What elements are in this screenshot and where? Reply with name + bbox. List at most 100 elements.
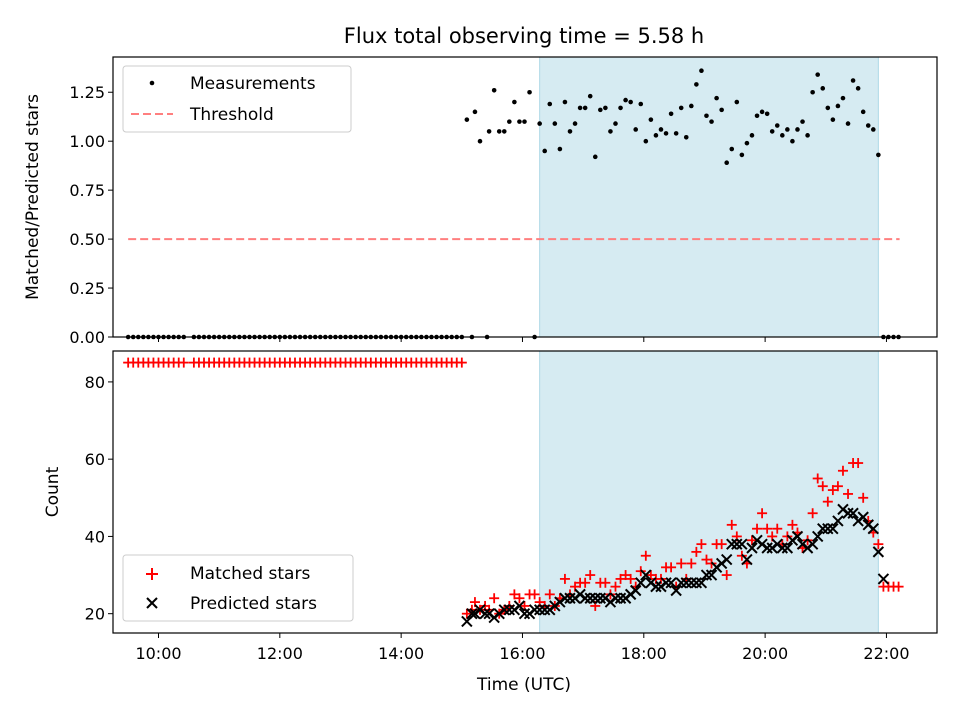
predicted-star-point: [498, 604, 510, 616]
measurement-point: [795, 127, 800, 132]
matched-star-point: [461, 608, 472, 619]
predicted-star-point: [811, 530, 824, 543]
measurement-point: [477, 138, 483, 144]
measurement-point: [790, 138, 795, 144]
top-ytick-label: 1.00: [69, 132, 105, 151]
measurement-point: [653, 133, 659, 138]
predicted-star-point: [832, 515, 844, 527]
matched-star-point: [746, 535, 757, 546]
predicted-star-point: [518, 607, 531, 620]
matched-star-point: [585, 570, 596, 581]
matched-star-point: [817, 481, 828, 492]
predicted-star-point: [776, 542, 789, 554]
measurement-point: [638, 101, 644, 107]
predicted-star-point: [842, 507, 854, 519]
measurement-point: [744, 140, 750, 146]
measurement-point: [628, 99, 633, 105]
predicted-star-point: [614, 592, 627, 604]
predicted-star-point: [650, 580, 662, 593]
matched-star-point: [837, 465, 848, 476]
predicted-star-point: [584, 592, 596, 604]
measurement-point: [719, 107, 724, 113]
measurement-point: [689, 103, 694, 109]
predicted-star-point: [503, 604, 516, 616]
measurement-point: [562, 99, 568, 105]
top-legend: Measurements Threshold: [122, 65, 352, 133]
matched-star-point: [853, 458, 864, 469]
legend-threshold-label: Threshold: [189, 105, 274, 125]
top-ytick-label: 0.00: [69, 328, 105, 347]
measurement-point: [800, 119, 805, 124]
measurement-point: [850, 78, 856, 83]
measurement-point: [739, 152, 745, 158]
matched-star-point: [843, 488, 854, 499]
predicted-star-point: [609, 592, 622, 604]
measurement-point: [486, 129, 492, 134]
measurement-point: [769, 129, 775, 134]
bottom-observing-window: [539, 350, 879, 634]
measurement-point: [496, 129, 502, 134]
matched-star-point: [858, 492, 869, 503]
measurement-point: [572, 121, 578, 126]
measurement-point: [587, 93, 593, 99]
measurement-point: [810, 89, 815, 95]
x-axis-label: Time (UTC): [476, 675, 571, 695]
matched-star-point: [615, 573, 626, 584]
predicted-star-point: [680, 577, 692, 589]
legend-predicted-marker: [146, 597, 158, 609]
matched-star-point: [726, 519, 737, 530]
bottom-y-axis-label: Count: [43, 466, 63, 517]
predicted-star-point: [640, 569, 652, 581]
predicted-star-point: [670, 584, 682, 597]
predicted-star-point: [705, 569, 718, 581]
matched-star-point: [489, 593, 500, 604]
measurement-point: [598, 107, 603, 113]
predicted-star-point: [791, 530, 804, 543]
measurement-point: [673, 131, 679, 136]
bottom-axes-frame: [112, 350, 938, 634]
bottom-legend: Matched stars Predicted stars: [122, 554, 354, 622]
measurement-point: [608, 129, 613, 134]
measurement-point: [754, 113, 760, 119]
measurement-point: [512, 99, 517, 105]
predicted-star-point: [817, 522, 829, 535]
predicted-star-point: [533, 604, 546, 616]
measurement-point: [845, 121, 851, 126]
matched-star-point: [762, 523, 773, 534]
legend-measurements-label: Measurements: [190, 74, 316, 94]
predicted-star-point: [731, 538, 743, 550]
matched-star-point: [625, 573, 636, 584]
predicted-star-point: [675, 577, 687, 589]
measurement-point: [613, 121, 618, 126]
predicted-star-point: [690, 577, 703, 589]
measurement-point: [876, 152, 881, 158]
measurement-point: [871, 127, 876, 132]
measurement-point: [678, 105, 684, 111]
legend-matched-marker: [146, 568, 158, 580]
predicted-star-point: [827, 522, 839, 535]
measurement-point: [501, 129, 507, 134]
predicted-star-point: [695, 577, 708, 589]
predicted-star-point: [877, 573, 890, 585]
matched-star-point: [832, 481, 843, 492]
matched-star-point: [812, 473, 823, 484]
predicted-star-point: [781, 542, 794, 554]
matched-star-point: [559, 573, 570, 584]
predicted-star-point: [847, 507, 859, 519]
matched-star-point: [822, 496, 833, 507]
xtick-label: 22:00: [863, 644, 909, 663]
matched-star-point: [620, 570, 631, 581]
matched-star-point: [600, 577, 611, 588]
predicted-star-point: [513, 600, 526, 612]
measurement-point: [603, 105, 608, 111]
top-ytick-label: 1.25: [69, 83, 105, 102]
matched-star-point: [580, 577, 591, 588]
measurement-point: [517, 119, 522, 124]
measurement-point: [694, 82, 699, 87]
bottom-ytick-label: 80: [85, 373, 105, 392]
matched-star-point: [610, 581, 621, 592]
matched-star-point: [807, 508, 818, 519]
measurement-point: [709, 119, 714, 124]
measurement-point: [633, 127, 639, 132]
